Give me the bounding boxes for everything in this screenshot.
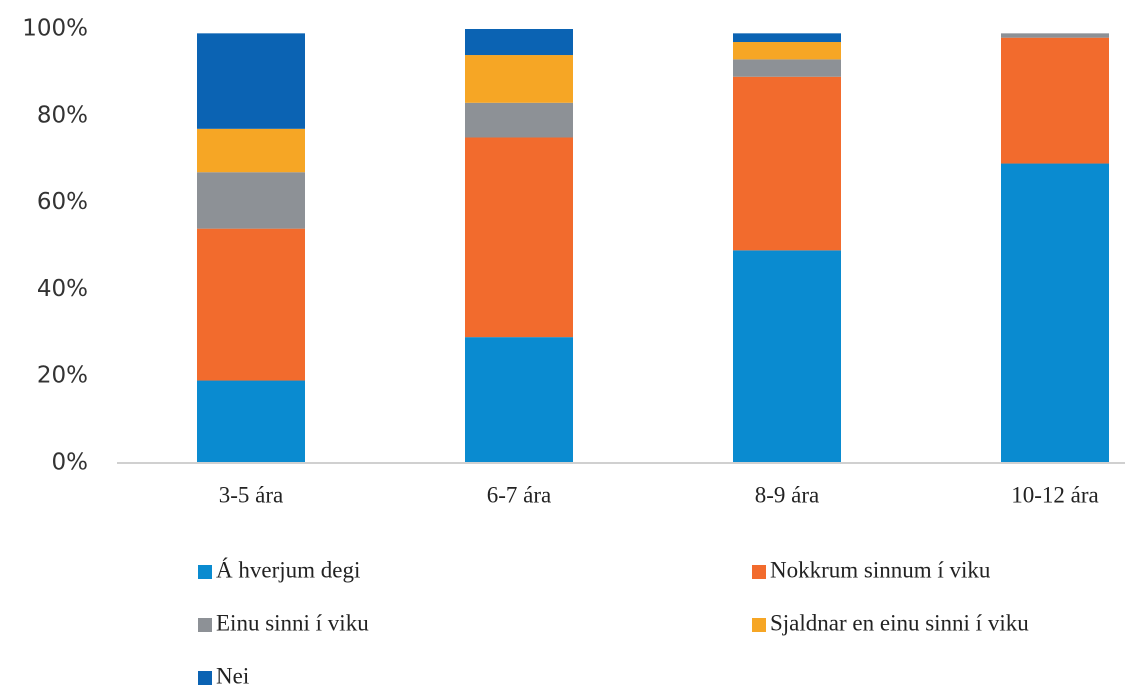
y-tick-label: 60% xyxy=(37,189,88,215)
legend-swatch xyxy=(198,565,212,579)
legend-swatch xyxy=(752,565,766,579)
legend-label: Einu sinni í viku xyxy=(216,610,369,635)
bar-segment xyxy=(733,42,841,60)
legend-label: Sjaldnar en einu sinni í viku xyxy=(770,610,1029,635)
y-tick-label: 0% xyxy=(52,450,89,476)
legend-label: Á hverjum degi xyxy=(216,557,360,582)
bar-segment xyxy=(197,380,305,463)
legend-label: Nei xyxy=(216,663,249,688)
bar-segment xyxy=(733,76,841,251)
bar-segment xyxy=(197,228,305,381)
bar-segment xyxy=(465,337,573,463)
bar-segment xyxy=(1001,163,1109,464)
legend-swatch xyxy=(198,618,212,632)
y-tick-label: 20% xyxy=(37,363,88,389)
bar-segment xyxy=(197,128,305,173)
x-tick-label: 3-5 ára xyxy=(219,482,284,507)
bar-segment xyxy=(465,55,573,103)
bar-segment xyxy=(733,59,841,77)
x-tick-label: 6-7 ára xyxy=(487,482,552,507)
bar-segment xyxy=(197,33,305,129)
bar-segment xyxy=(465,29,573,56)
x-tick-label: 8-9 ára xyxy=(755,482,820,507)
bar-segment xyxy=(465,137,573,338)
bar-segment xyxy=(1001,33,1109,38)
legend-label: Nokkrum sinnum í viku xyxy=(770,557,991,582)
bar-segment xyxy=(733,250,841,463)
legend-swatch xyxy=(752,618,766,632)
y-tick-label: 100% xyxy=(22,16,88,42)
x-tick-label: 10-12 ára xyxy=(1011,482,1099,507)
bar-segment xyxy=(733,33,841,43)
y-tick-label: 80% xyxy=(37,102,88,128)
bar-segment xyxy=(1001,37,1109,164)
legend-swatch xyxy=(198,671,212,685)
bar-segment xyxy=(197,172,305,229)
bar-segment xyxy=(465,102,573,138)
y-tick-label: 40% xyxy=(37,276,88,302)
